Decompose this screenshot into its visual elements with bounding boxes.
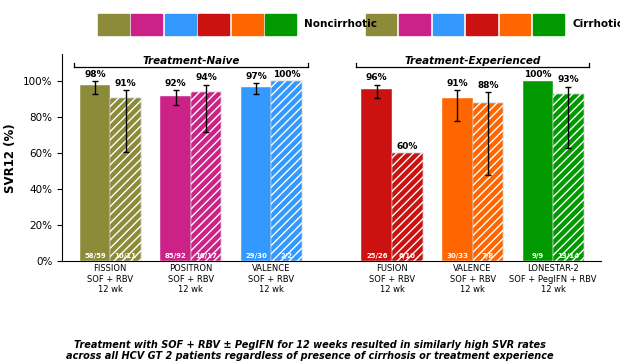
Bar: [98, 14, 128, 35]
Text: 7/8: 7/8: [482, 253, 494, 259]
Text: Treatment-Naive: Treatment-Naive: [142, 56, 239, 66]
Bar: [500, 14, 530, 35]
Text: 58/59: 58/59: [84, 253, 106, 259]
Text: 94%: 94%: [195, 73, 217, 82]
Bar: [472, 103, 503, 261]
Bar: [533, 14, 564, 35]
Bar: [500, 14, 530, 35]
Text: 2/2: 2/2: [281, 253, 293, 259]
Bar: [191, 92, 221, 261]
Text: Cirrhotic: Cirrhotic: [572, 19, 620, 29]
Bar: [131, 14, 162, 35]
Text: 29/30: 29/30: [245, 253, 267, 259]
Bar: [272, 81, 302, 261]
Text: Noncirrhotic: Noncirrhotic: [304, 19, 378, 29]
Bar: [553, 94, 583, 261]
Text: 100%: 100%: [524, 70, 552, 79]
Bar: [433, 14, 464, 35]
Bar: [366, 14, 397, 35]
Bar: [392, 154, 423, 261]
Bar: [466, 14, 497, 35]
Text: 25/26: 25/26: [366, 253, 388, 259]
Bar: [232, 14, 263, 35]
Text: 88%: 88%: [477, 81, 498, 90]
Text: 60%: 60%: [397, 142, 418, 151]
Bar: [399, 14, 430, 35]
Bar: [433, 14, 464, 35]
Text: 91%: 91%: [115, 79, 136, 88]
Bar: [191, 92, 221, 261]
Bar: [272, 81, 302, 261]
Text: 100%: 100%: [273, 70, 300, 79]
Text: Treatment with SOF + RBV ± PegIFN for 12 weeks resulted in similarly high SVR ra: Treatment with SOF + RBV ± PegIFN for 12…: [66, 339, 554, 361]
Bar: [392, 154, 423, 261]
Text: 16/17: 16/17: [195, 253, 217, 259]
Bar: [466, 14, 497, 35]
Bar: [553, 94, 583, 261]
Bar: [472, 103, 503, 261]
Bar: [160, 96, 191, 261]
Bar: [80, 85, 110, 261]
Bar: [265, 14, 296, 35]
Bar: [110, 98, 141, 261]
Text: 10/11: 10/11: [115, 253, 136, 259]
Text: 92%: 92%: [165, 79, 187, 88]
Bar: [110, 98, 141, 261]
Text: 96%: 96%: [366, 73, 388, 82]
Text: 13/14: 13/14: [557, 253, 580, 259]
Bar: [523, 81, 553, 261]
Bar: [198, 14, 229, 35]
Bar: [533, 14, 564, 35]
Text: 9/9: 9/9: [532, 253, 544, 259]
Bar: [361, 89, 392, 261]
Text: 6/10: 6/10: [399, 253, 416, 259]
Text: 30/33: 30/33: [446, 253, 468, 259]
Text: 91%: 91%: [446, 79, 468, 88]
Text: Treatment-Experienced: Treatment-Experienced: [404, 56, 541, 66]
Bar: [442, 98, 472, 261]
Bar: [241, 87, 272, 261]
Text: 85/92: 85/92: [165, 253, 187, 259]
Text: 98%: 98%: [84, 70, 106, 79]
Bar: [165, 14, 196, 35]
Y-axis label: SVR12 (%): SVR12 (%): [4, 123, 17, 193]
Text: 97%: 97%: [245, 72, 267, 81]
Bar: [366, 14, 397, 35]
Bar: [399, 14, 430, 35]
Text: 93%: 93%: [557, 75, 579, 84]
